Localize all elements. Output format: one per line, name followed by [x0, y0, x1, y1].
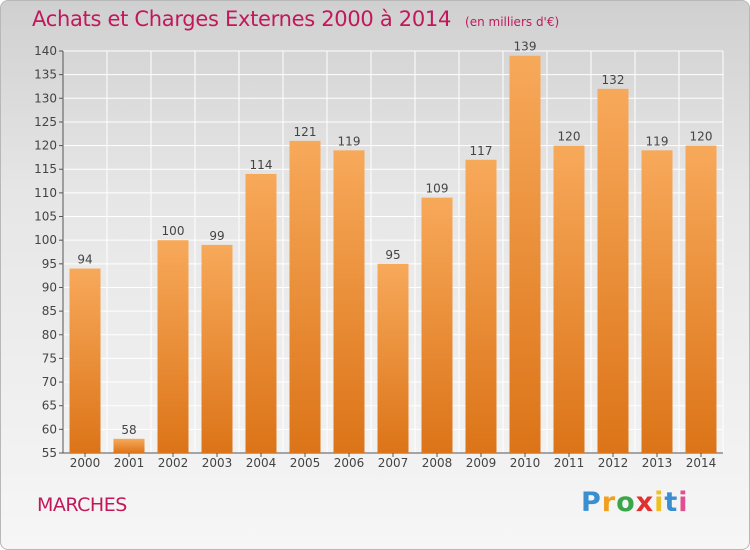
- y-tick-label: 80: [42, 328, 57, 342]
- y-tick-label: 135: [34, 68, 57, 82]
- data-label: 109: [426, 182, 449, 196]
- logo-letter: r: [601, 487, 617, 518]
- bar: [333, 150, 365, 454]
- x-tick-label: 2001: [114, 456, 145, 470]
- logo-letter: t: [664, 487, 679, 518]
- bar: [509, 55, 541, 454]
- x-tick-label: 2013: [642, 456, 673, 470]
- y-tick-label: 120: [34, 139, 57, 153]
- bar: [421, 197, 453, 453]
- y-tick-label: 70: [42, 375, 57, 389]
- y-tick-label: 115: [34, 162, 57, 176]
- data-label: 132: [602, 73, 625, 87]
- data-label: 119: [338, 134, 361, 148]
- data-label: 100: [162, 224, 185, 238]
- city-name: MARCHES: [37, 494, 127, 516]
- y-tick-label: 125: [34, 115, 57, 129]
- bar: [465, 159, 497, 453]
- x-tick-label: 2003: [202, 456, 233, 470]
- logo-letter: P: [581, 487, 602, 518]
- y-tick-label: 75: [42, 351, 57, 365]
- bar: [245, 173, 277, 453]
- chart-title: Achats et Charges Externes 2000 à 2014: [32, 7, 452, 31]
- data-label: 139: [514, 40, 537, 54]
- y-tick-label: 110: [34, 186, 57, 200]
- bar: [69, 268, 101, 453]
- bar: [201, 244, 233, 453]
- y-tick-label: 90: [42, 280, 57, 294]
- x-tick-label: 2004: [246, 456, 277, 470]
- y-tick-label: 85: [42, 304, 57, 318]
- bar: [377, 263, 409, 453]
- x-tick-label: 2009: [466, 456, 497, 470]
- bar: [641, 150, 673, 454]
- data-label: 119: [646, 134, 669, 148]
- x-tick-label: 2011: [554, 456, 585, 470]
- y-tick-label: 140: [34, 44, 57, 58]
- x-tick-label: 2000: [70, 456, 101, 470]
- logo-letter: i: [678, 487, 689, 518]
- bar: [157, 240, 189, 453]
- x-tick-label: 2012: [598, 456, 629, 470]
- y-tick-label: 95: [42, 257, 57, 271]
- x-tick-label: 2007: [378, 456, 409, 470]
- y-tick-label: 65: [42, 399, 57, 413]
- bar: [553, 145, 585, 453]
- bar: [685, 145, 717, 453]
- data-label: 94: [77, 253, 92, 267]
- y-tick-label: 130: [34, 91, 57, 105]
- x-tick-label: 2002: [158, 456, 189, 470]
- x-tick-label: 2014: [686, 456, 717, 470]
- y-tick-label: 55: [42, 446, 57, 460]
- logo-letter: o: [616, 487, 636, 518]
- data-label: 99: [209, 229, 224, 243]
- proxiti-logo[interactable]: Proxiti: [581, 487, 689, 518]
- data-label: 121: [294, 125, 317, 139]
- x-tick-label: 2010: [510, 456, 541, 470]
- data-label: 58: [121, 423, 136, 437]
- logo-letter: i: [654, 487, 665, 518]
- bar: [289, 140, 321, 453]
- chart-unit: (en milliers d'€): [465, 15, 560, 29]
- y-tick-label: 105: [34, 210, 57, 224]
- x-tick-label: 2006: [334, 456, 365, 470]
- data-label: 120: [558, 130, 581, 144]
- bar: [597, 88, 629, 453]
- data-label: 95: [385, 248, 400, 262]
- title-row: Achats et Charges Externes 2000 à 2014 (…: [32, 7, 559, 31]
- y-tick-label: 60: [42, 422, 57, 436]
- logo-letter: x: [635, 487, 655, 518]
- data-label: 114: [250, 158, 273, 172]
- data-label: 120: [690, 130, 713, 144]
- bar: [113, 438, 145, 453]
- x-tick-label: 2005: [290, 456, 321, 470]
- data-label: 117: [470, 144, 493, 158]
- x-tick-label: 2008: [422, 456, 453, 470]
- y-tick-label: 100: [34, 233, 57, 247]
